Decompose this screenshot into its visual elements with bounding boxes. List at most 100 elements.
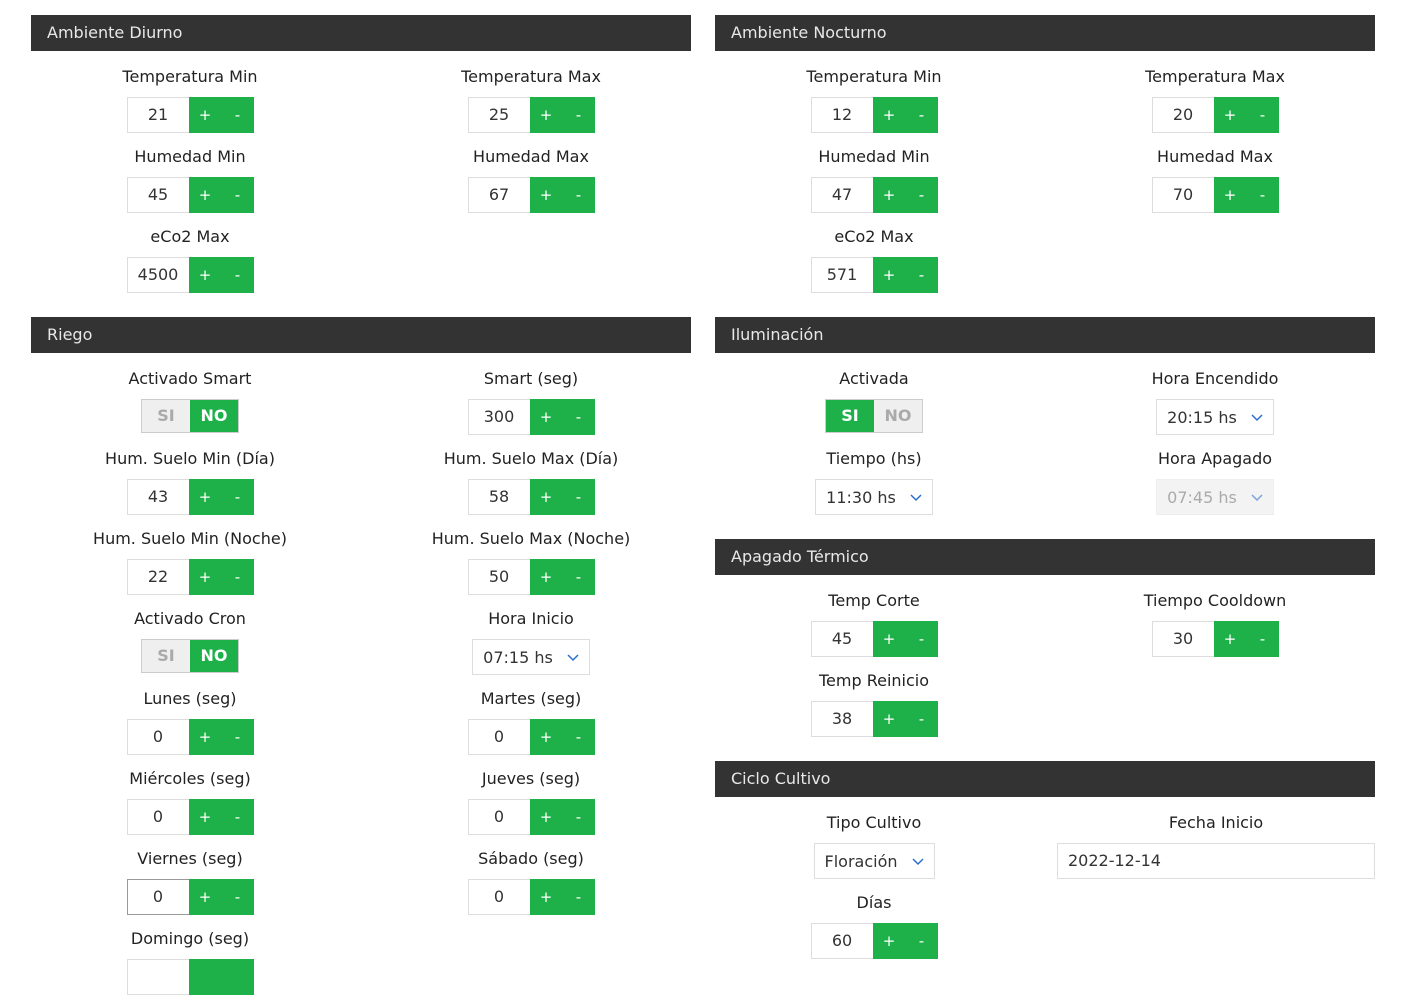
increment-button[interactable]: + [529, 559, 563, 595]
decrement-button[interactable]: - [221, 879, 254, 915]
toggle-option-si[interactable]: SI [142, 400, 190, 432]
lunes-stepper: 0 + - [126, 719, 254, 755]
increment-button[interactable]: + [872, 177, 906, 213]
hora-inicio-select[interactable]: 07:15 hs [472, 639, 590, 675]
decrement-button[interactable]: - [562, 559, 595, 595]
activada-toggle[interactable]: SI NO [825, 399, 923, 433]
domingo-stepper [126, 959, 254, 995]
stepper-value[interactable]: 45 [810, 621, 873, 657]
hora-encendido-select[interactable]: 20:15 hs [1156, 399, 1274, 435]
tipo-cultivo-select[interactable]: Floración [813, 843, 935, 879]
panel-title: Apagado Térmico [715, 539, 1375, 575]
increment-button[interactable]: + [872, 701, 906, 737]
increment-button[interactable]: + [529, 719, 563, 755]
toggle-option-si[interactable]: SI [826, 400, 874, 432]
decrement-button[interactable]: - [221, 479, 254, 515]
stepper-value[interactable]: 12 [810, 97, 873, 133]
decrement-button[interactable]: - [905, 97, 938, 133]
increment-button[interactable]: + [529, 399, 563, 435]
increment-button[interactable]: + [188, 799, 222, 835]
decrement-button[interactable]: - [562, 399, 595, 435]
toggle-option-si[interactable]: SI [142, 640, 190, 672]
stepper-value[interactable]: 0 [467, 719, 530, 755]
increment-button[interactable]: + [1213, 621, 1247, 657]
increment-button[interactable]: + [188, 559, 222, 595]
increment-button[interactable]: + [188, 879, 222, 915]
toggle-option-no[interactable]: NO [190, 400, 238, 432]
stepper-value[interactable]: 47 [810, 177, 873, 213]
decrement-button[interactable]: - [905, 257, 938, 293]
increment-button[interactable]: + [872, 923, 906, 959]
increment-button[interactable]: + [188, 97, 222, 133]
increment-button[interactable]: + [529, 879, 563, 915]
increment-button[interactable]: + [188, 719, 222, 755]
fecha-inicio-input[interactable]: 2022-12-14 [1057, 843, 1375, 879]
stepper-value[interactable]: 571 [810, 257, 873, 293]
decrement-button[interactable]: - [1246, 621, 1279, 657]
stepper-value[interactable]: 30 [1151, 621, 1214, 657]
decrement-button[interactable]: - [221, 177, 254, 213]
field-temp-max-noche: Temperatura Max 20 + - [1085, 65, 1345, 133]
stepper-value[interactable]: 38 [810, 701, 873, 737]
smart-toggle[interactable]: SI NO [141, 399, 239, 433]
stepper-value[interactable]: 0 [467, 799, 530, 835]
increment-button[interactable] [188, 959, 222, 995]
stepper-value[interactable]: 67 [467, 177, 530, 213]
decrement-button[interactable]: - [562, 879, 595, 915]
decrement-button[interactable]: - [1246, 97, 1279, 133]
stepper-value[interactable]: 4500 [126, 257, 189, 293]
increment-button[interactable]: + [1213, 97, 1247, 133]
field-label: Domingo (seg) [130, 929, 250, 948]
decrement-button[interactable] [221, 959, 254, 995]
decrement-button[interactable]: - [221, 559, 254, 595]
stepper-value[interactable]: 21 [126, 97, 189, 133]
increment-button[interactable]: + [529, 799, 563, 835]
stepper-value[interactable]: 60 [810, 923, 873, 959]
decrement-button[interactable]: - [562, 479, 595, 515]
decrement-button[interactable]: - [221, 97, 254, 133]
increment-button[interactable]: + [872, 97, 906, 133]
stepper-value[interactable]: 22 [126, 559, 189, 595]
decrement-button[interactable]: - [905, 701, 938, 737]
decrement-button[interactable]: - [221, 257, 254, 293]
stepper-value[interactable]: 0 [126, 719, 189, 755]
increment-button[interactable]: + [872, 257, 906, 293]
increment-button[interactable]: + [529, 177, 563, 213]
decrement-button[interactable]: - [221, 799, 254, 835]
cron-toggle[interactable]: SI NO [141, 639, 239, 673]
decrement-button[interactable]: - [221, 719, 254, 755]
decrement-button[interactable]: - [1246, 177, 1279, 213]
toggle-option-no[interactable]: NO [874, 400, 922, 432]
increment-button[interactable]: + [529, 97, 563, 133]
increment-button[interactable]: + [188, 479, 222, 515]
field-miercoles: Miércoles (seg) 0 + - [60, 767, 320, 835]
stepper-value[interactable]: 0 [126, 799, 189, 835]
stepper-value[interactable]: 300 [467, 399, 530, 435]
stepper-value[interactable]: 70 [1151, 177, 1214, 213]
increment-button[interactable]: + [188, 257, 222, 293]
stepper-value[interactable] [126, 959, 189, 995]
decrement-button[interactable]: - [562, 799, 595, 835]
field-hum-max-dia: Humedad Max 67 + - [401, 145, 661, 213]
increment-button[interactable]: + [872, 621, 906, 657]
stepper-value[interactable]: 58 [467, 479, 530, 515]
stepper-value[interactable]: 45 [126, 177, 189, 213]
decrement-button[interactable]: - [905, 923, 938, 959]
stepper-value[interactable]: 0 [467, 879, 530, 915]
decrement-button[interactable]: - [562, 97, 595, 133]
stepper-value[interactable]: 25 [467, 97, 530, 133]
toggle-option-no[interactable]: NO [190, 640, 238, 672]
decrement-button[interactable]: - [905, 621, 938, 657]
tiempo-select[interactable]: 11:30 hs [815, 479, 933, 515]
increment-button[interactable]: + [1213, 177, 1247, 213]
decrement-button[interactable]: - [562, 177, 595, 213]
decrement-button[interactable]: - [562, 719, 595, 755]
stepper-value[interactable]: 0 [126, 879, 189, 915]
stepper-value[interactable]: 50 [467, 559, 530, 595]
increment-button[interactable]: + [188, 177, 222, 213]
decrement-button[interactable]: - [905, 177, 938, 213]
hum-min-stepper: 47 + - [810, 177, 938, 213]
increment-button[interactable]: + [529, 479, 563, 515]
stepper-value[interactable]: 20 [1151, 97, 1214, 133]
stepper-value[interactable]: 43 [126, 479, 189, 515]
